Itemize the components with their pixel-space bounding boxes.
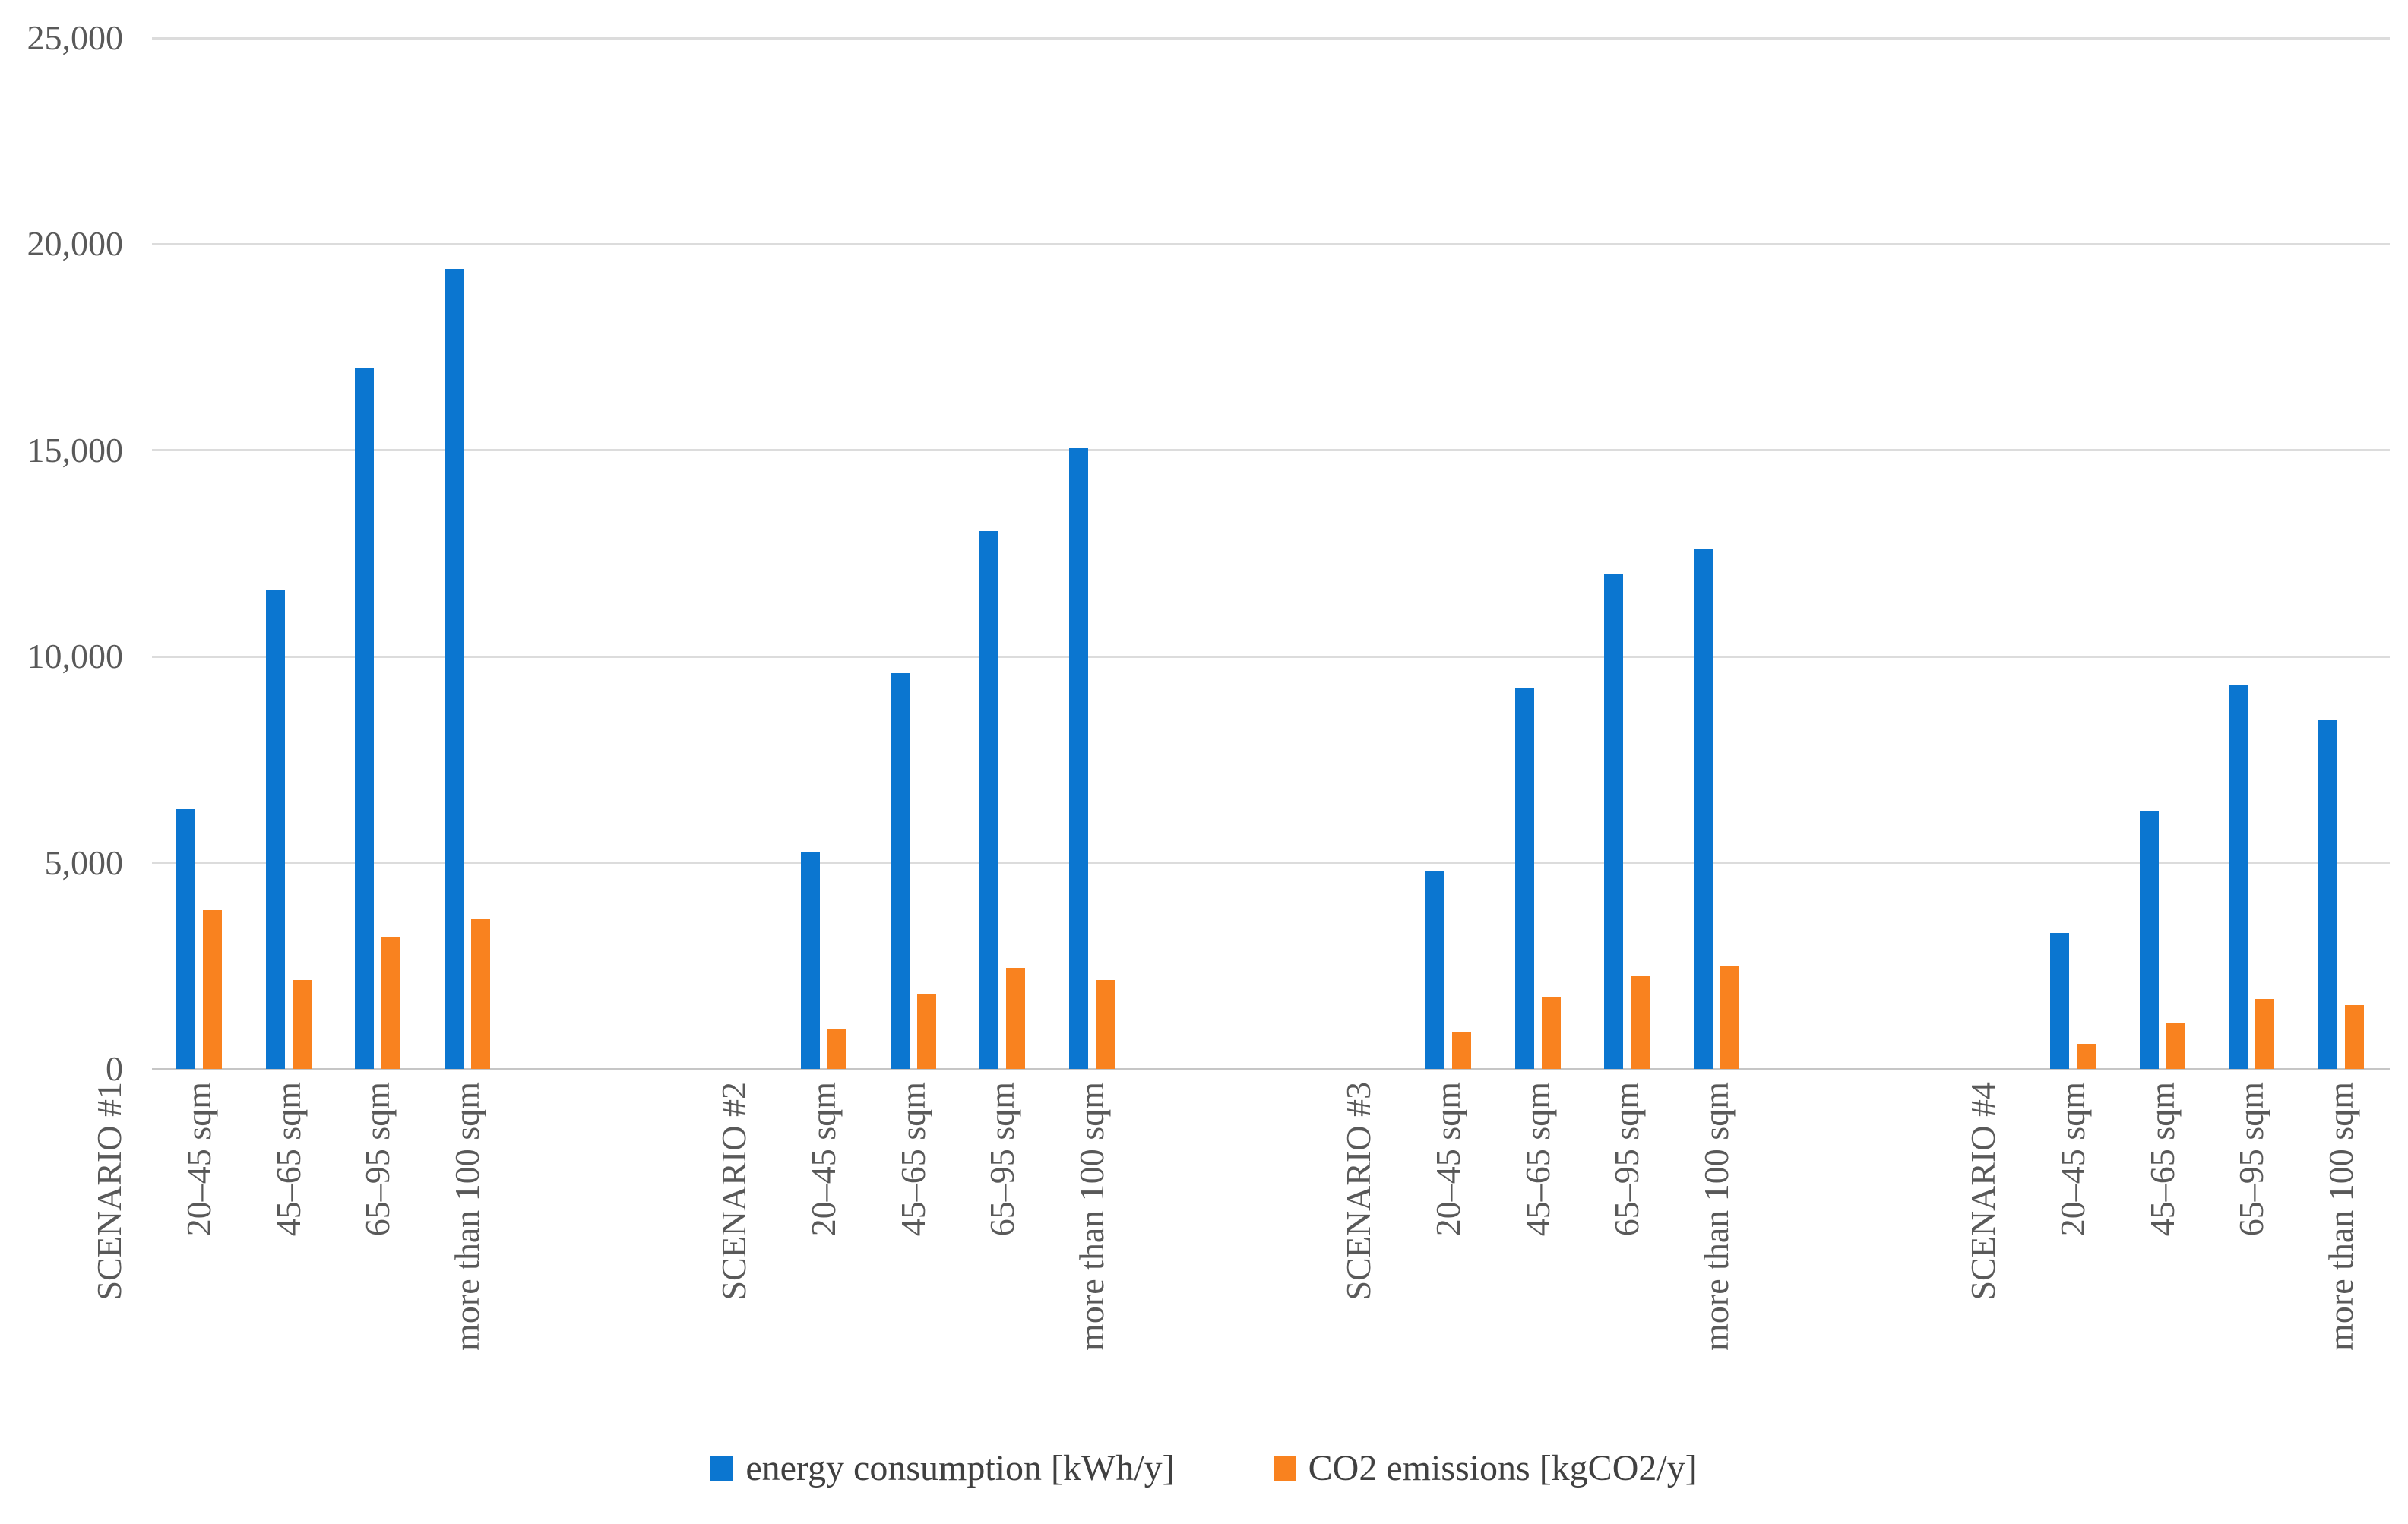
y-tick-label: 0 <box>106 1049 123 1088</box>
bar-energy-s1-c1 <box>176 809 195 1069</box>
x-label-text: 20–45 sqm <box>804 1082 843 1237</box>
y-tick-label: 15,000 <box>27 430 124 470</box>
bar-energy-s2-c3 <box>979 531 999 1069</box>
x-label-text: more than 100 sqm <box>1696 1082 1736 1351</box>
x-label-text: 65–95 sqm <box>983 1082 1022 1237</box>
bar-energy-s2-c1 <box>801 852 820 1069</box>
x-label-text: more than 100 sqm <box>1071 1082 1111 1351</box>
x-label-text: 45–65 sqm <box>2142 1082 2182 1237</box>
bar-co2-s4-c3 <box>2255 999 2275 1069</box>
y-tick-label: 5,000 <box>44 843 124 882</box>
x-axis-line <box>152 1067 2390 1070</box>
bar-energy-s4-c1 <box>2050 933 2069 1069</box>
x-label-text: 20–45 sqm <box>2053 1082 2092 1237</box>
bar-co2-s3-c1 <box>1452 1032 1471 1069</box>
gridline-10000 <box>152 655 2390 658</box>
y-tick-label: 10,000 <box>27 637 124 676</box>
gridline-20000 <box>152 242 2390 245</box>
bar-energy-s1-c2 <box>265 590 285 1069</box>
bar-energy-s2-c2 <box>890 673 910 1069</box>
legend-label: energy consumption [kWh/y] <box>745 1448 1175 1488</box>
legend-swatch-co2-icon <box>1273 1456 1296 1481</box>
x-label-text: SCENARIO #3 <box>1339 1082 1378 1301</box>
x-label-text: 20–45 sqm <box>1429 1082 1467 1237</box>
y-axis-tick-labels: 0 5,000 10,000 15,000 20,000 25,000 <box>0 0 128 1140</box>
bar-energy-s3-c2 <box>1514 688 1534 1069</box>
gridline-25000 <box>152 36 2390 40</box>
bar-energy-s3-c1 <box>1425 871 1444 1069</box>
x-label-category-s3-c4: more than 100 sqm <box>1696 1082 1965 1351</box>
chart-legend: energy consumption [kWh/y] CO2 emissions … <box>0 1434 2408 1503</box>
bar-energy-s2-c4 <box>1068 448 1088 1069</box>
x-label-text: more than 100 sqm <box>447 1082 486 1351</box>
plot-area <box>152 36 2390 1070</box>
legend-swatch-energy-icon <box>710 1456 734 1481</box>
x-label-text: 20–45 sqm <box>179 1082 218 1237</box>
bar-co2-s1-c3 <box>381 937 401 1069</box>
bar-co2-s2-c4 <box>1095 980 1115 1069</box>
bar-co2-s3-c2 <box>1541 997 1561 1069</box>
bar-co2-s2-c1 <box>827 1029 846 1069</box>
legend-item-co2: CO2 emissions [kgCO2/y] <box>1273 1447 1698 1490</box>
bar-energy-s1-c3 <box>355 368 375 1069</box>
x-label-text: 45–65 sqm <box>893 1082 932 1237</box>
x-label-category-s2-c4: more than 100 sqm <box>1071 1082 1340 1351</box>
x-label-text: 65–95 sqm <box>358 1082 397 1237</box>
x-label-category-s4-c4: more than 100 sqm <box>2321 1082 2408 1351</box>
bar-co2-s1-c2 <box>292 980 312 1069</box>
bar-co2-s2-c3 <box>1006 968 1026 1069</box>
y-tick-label: 20,000 <box>27 224 124 264</box>
x-label-text: SCENARIO #4 <box>1963 1082 2002 1301</box>
bar-co2-s2-c2 <box>916 994 936 1069</box>
gridline-15000 <box>152 449 2390 452</box>
bar-co2-s1-c1 <box>203 910 222 1069</box>
bar-co2-s4-c1 <box>2077 1044 2096 1069</box>
bar-energy-s4-c2 <box>2139 811 2159 1069</box>
x-axis-tick-labels: SCENARIO #1 20–45 sqm 45–65 sqm 65–95 sqm mo… <box>0 1082 2408 1477</box>
bar-energy-s3-c3 <box>1604 574 1624 1069</box>
bar-co2-s1-c4 <box>470 919 490 1069</box>
legend-label: CO2 emissions [kgCO2/y] <box>1308 1448 1698 1488</box>
bar-co2-s3-c4 <box>1720 966 1739 1069</box>
x-label-text: SCENARIO #1 <box>90 1082 128 1301</box>
bar-energy-s4-c4 <box>2318 720 2337 1069</box>
x-label-text: 65–95 sqm <box>1607 1082 1647 1237</box>
x-label-text: 45–65 sqm <box>268 1082 308 1237</box>
x-label-text: more than 100 sqm <box>2321 1082 2360 1351</box>
gridline-5000 <box>152 862 2390 865</box>
x-label-text: SCENARIO #2 <box>714 1082 753 1301</box>
bar-energy-s4-c3 <box>2229 685 2248 1069</box>
bar-co2-s4-c2 <box>2166 1023 2185 1069</box>
x-label-text: 45–65 sqm <box>1517 1082 1557 1237</box>
bar-co2-s4-c4 <box>2344 1005 2364 1069</box>
bar-co2-s3-c3 <box>1631 976 1650 1069</box>
y-tick-label: 25,000 <box>27 18 124 57</box>
legend-item-energy: energy consumption [kWh/y] <box>710 1447 1175 1490</box>
x-label-category-s1-c4: more than 100 sqm <box>447 1082 716 1351</box>
bar-energy-s3-c4 <box>1693 549 1713 1069</box>
x-label-text: 65–95 sqm <box>2232 1082 2271 1237</box>
bar-energy-s1-c4 <box>444 269 464 1069</box>
